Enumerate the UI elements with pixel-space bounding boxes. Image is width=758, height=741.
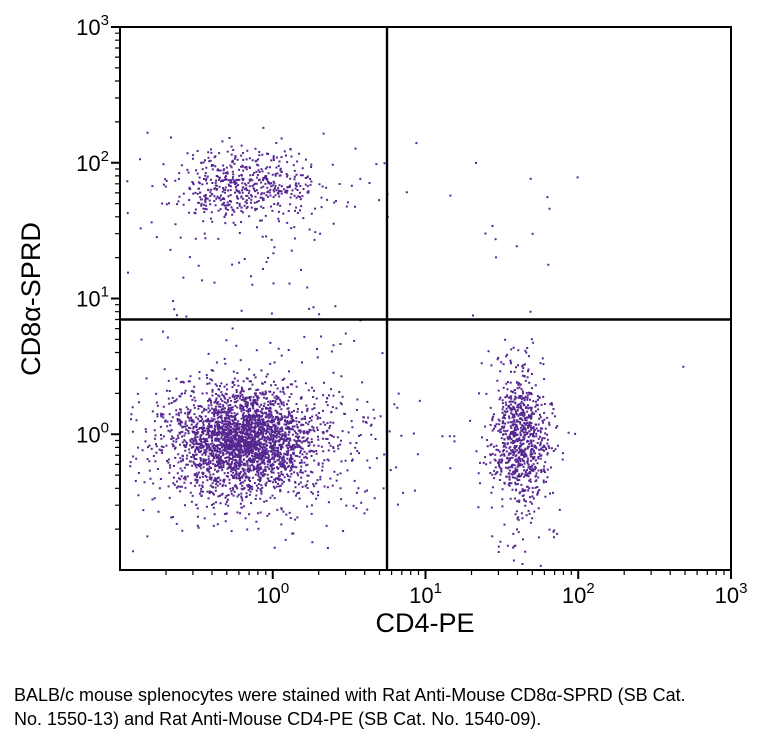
plot-area: 100 101 102 103 100 101 102 103 <box>76 12 747 608</box>
scatter-points <box>126 126 685 567</box>
y-tick-label: 103 <box>76 12 109 40</box>
minor-ticks <box>115 32 725 575</box>
y-axis-label: CD8α-SPRD <box>16 222 46 376</box>
x-tick-label: 103 <box>715 580 748 608</box>
y-tick-label: 102 <box>76 148 109 176</box>
major-ticks <box>111 26 732 579</box>
x-axis-label: CD4-PE <box>375 608 474 638</box>
x-tick-label: 100 <box>256 580 289 608</box>
y-tick-label: 100 <box>76 419 109 447</box>
figure-caption: BALB/c mouse splenocytes were stained wi… <box>14 685 686 729</box>
x-tick-label: 101 <box>409 580 442 608</box>
y-tick-label: 101 <box>76 284 109 312</box>
scatter-plot-canvas: 100 101 102 103 100 101 102 103 CD4-PE CD8α-SPR… <box>16 12 747 638</box>
quadrant-gate-lines <box>120 27 731 570</box>
x-tick-label: 102 <box>562 580 595 608</box>
plot-frame <box>119 26 732 571</box>
